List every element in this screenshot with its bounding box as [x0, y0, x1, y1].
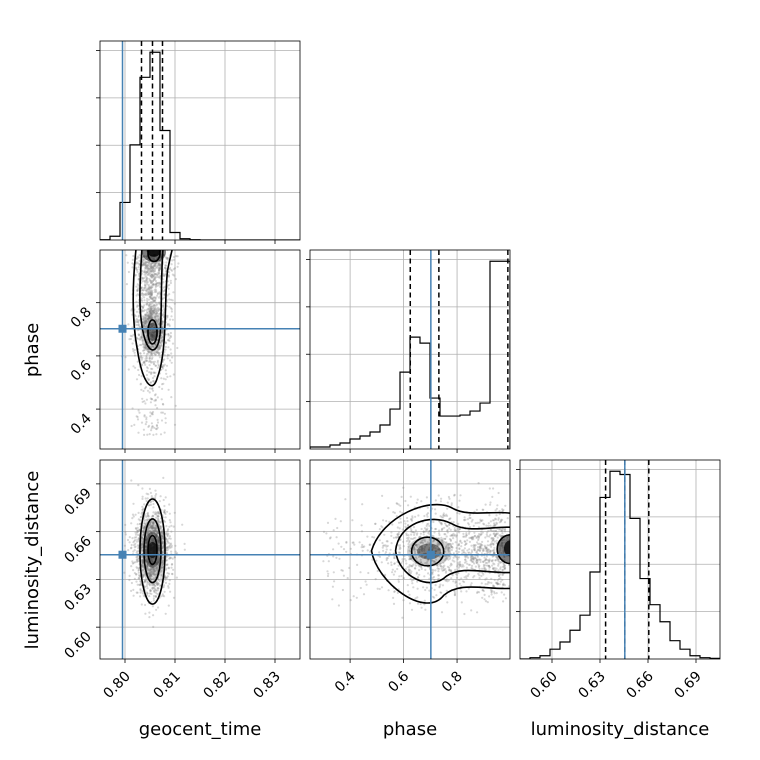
hist-panel-frame	[519, 459, 721, 660]
truth-marker	[118, 324, 127, 333]
hist-panel-frame	[309, 249, 511, 450]
x-tick-label: 0.69	[671, 669, 704, 702]
y-axis-label-luminosity-distance: luminosity_distance	[22, 471, 43, 650]
scatter-panel-geocent-time-luminosity-distance	[96, 459, 301, 663]
x-axis-label-phase: phase	[383, 719, 437, 740]
scatter-panel-phase-luminosity-distance	[306, 459, 511, 663]
y-tick-label: 0.4	[68, 411, 95, 438]
contour-line	[394, 518, 510, 584]
y-tick-label: 0.60	[61, 629, 94, 662]
contour-line	[139, 498, 166, 605]
y-tick-label: 0.69	[61, 485, 94, 518]
histogram-step	[520, 470, 720, 659]
contour-line	[370, 503, 510, 604]
x-tick-label: 0.81	[150, 669, 183, 702]
contour-line	[139, 250, 164, 351]
contour-line	[147, 319, 158, 345]
density-fill	[147, 541, 158, 558]
contour-line	[143, 518, 162, 584]
density-fill	[146, 322, 159, 341]
contour-line	[496, 534, 510, 565]
contour-line	[410, 536, 445, 567]
y-tick-label: 0.63	[61, 581, 94, 614]
y-tick-label: 0.66	[61, 533, 94, 566]
x-tick-label: 0.8	[439, 669, 466, 696]
scatter-panel-frame	[99, 249, 301, 450]
hist-panel-luminosity-distance	[516, 459, 721, 663]
density-fill	[147, 250, 161, 257]
contour-line	[132, 250, 173, 387]
x-tick-label: 0.4	[332, 668, 359, 695]
x-tick-label: 0.66	[623, 668, 656, 701]
density-fill	[504, 540, 510, 557]
x-tick-label: 0.82	[200, 669, 233, 702]
x-tick-label: 0.83	[250, 669, 283, 702]
x-tick-label: 0.60	[527, 669, 560, 702]
x-tick-label: 0.63	[575, 669, 608, 702]
scatter-panel-geocent-time-phase	[96, 249, 301, 453]
hist-panel-frame	[99, 40, 301, 241]
y-tick-label: 0.6	[68, 357, 95, 384]
hist-panel-phase	[306, 249, 511, 453]
truth-marker	[426, 550, 435, 559]
contour-line	[147, 250, 161, 263]
truth-marker	[118, 550, 127, 559]
y-tick-label: 0.8	[68, 304, 95, 331]
x-tick-label: 0.6	[385, 668, 412, 695]
x-axis-label-geocent-time: geocent_time	[139, 719, 262, 740]
scatter-panel-frame	[309, 459, 511, 660]
x-axis-label-luminosity-distance: luminosity_distance	[531, 719, 710, 740]
histogram-step	[100, 51, 300, 240]
scatter-panel-frame	[99, 459, 301, 660]
hist-panel-geocent-time	[96, 40, 301, 244]
contour-line	[147, 534, 158, 565]
y-axis-label-phase: phase	[22, 323, 43, 377]
x-tick-label: 0.80	[100, 669, 133, 702]
